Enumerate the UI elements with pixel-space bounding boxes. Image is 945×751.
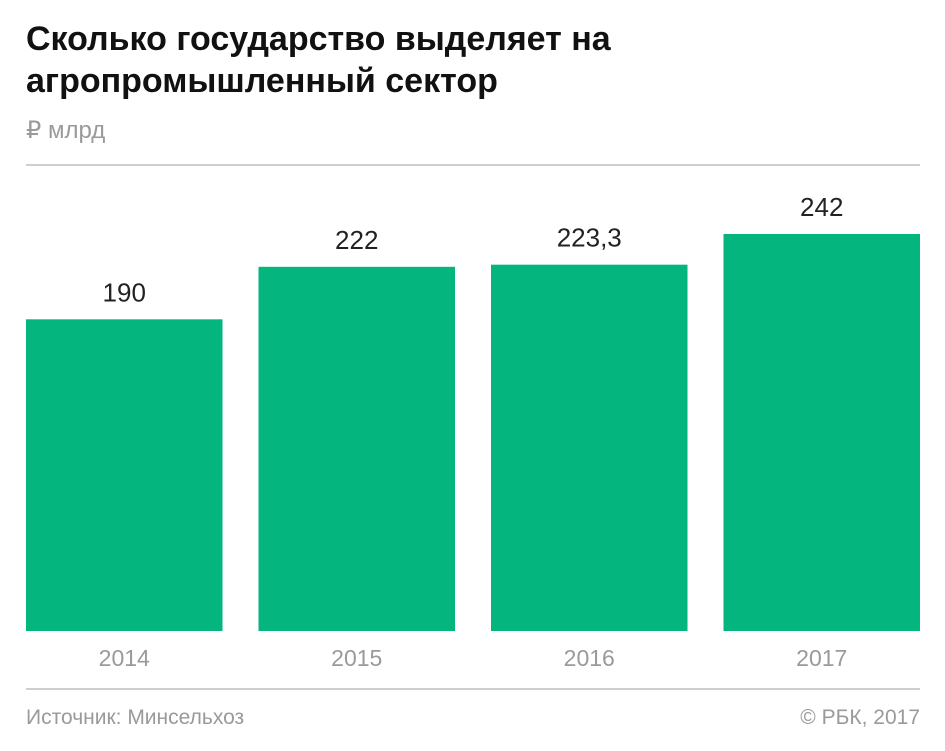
bottom-divider	[26, 688, 920, 690]
chart-title: Сколько государство выделяет на агропром…	[26, 20, 611, 100]
unit-label: ₽ млрд	[26, 117, 106, 144]
copyright-label: © РБК, 2017	[800, 706, 920, 729]
source-label: Источник: Минсельхоз	[26, 706, 245, 729]
value-label-2014: 190	[103, 277, 146, 307]
bar-2014	[26, 319, 223, 631]
x-tick-2015: 2015	[331, 645, 382, 671]
x-tick-2016: 2016	[564, 645, 615, 671]
x-tick-2014: 2014	[99, 645, 150, 671]
bar-2016	[491, 264, 688, 631]
value-label-2015: 222	[335, 225, 378, 255]
value-label-2016: 223,3	[557, 223, 622, 253]
value-label-2017: 242	[800, 192, 843, 222]
bar-2015	[258, 266, 455, 631]
top-divider	[26, 164, 920, 166]
bar-2017	[723, 234, 920, 631]
x-tick-2017: 2017	[796, 645, 847, 671]
